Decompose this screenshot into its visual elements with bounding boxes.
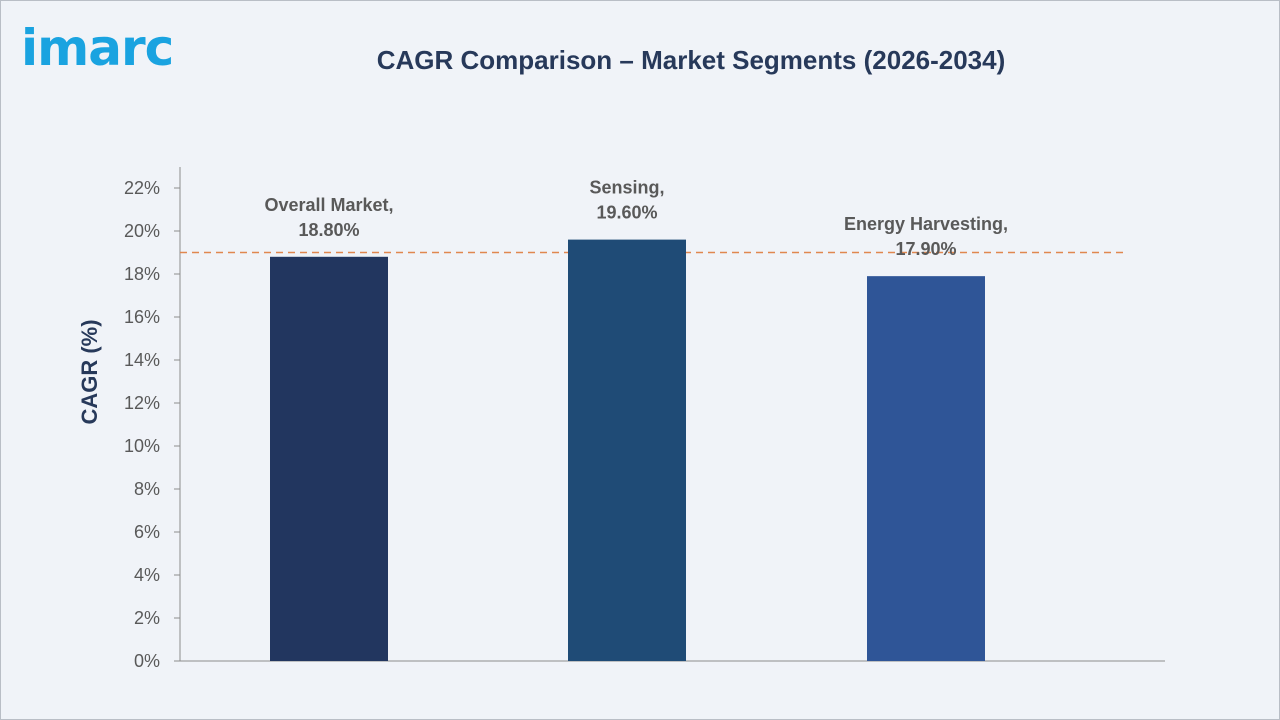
y-tick-label: 10% [124,436,160,456]
bars-group [270,239,985,661]
chart-title: CAGR Comparison – Market Segments (2026-… [376,45,1006,75]
y-tick-label: 4% [134,565,160,585]
data-label: 17.90% [895,239,956,259]
data-label: 19.60% [596,203,657,223]
y-tick-label: 22% [124,178,160,198]
bar-overall-market [270,256,388,661]
data-label: Energy Harvesting, [844,214,1008,234]
y-tick-label: 12% [124,393,160,413]
y-axis-label: CAGR (%) [77,319,102,424]
imarc-logo: imarc [21,19,174,77]
bar-energy-harvesting [867,276,985,661]
y-tick-label: 20% [124,221,160,241]
data-label: 18.80% [298,220,359,240]
bar-sensing [568,239,686,661]
y-tick-label: 2% [134,608,160,628]
y-tick-label: 16% [124,307,160,327]
data-label: Overall Market, [264,195,393,215]
y-tick-label: 6% [134,522,160,542]
data-labels-group: Overall Market, 18.80% Sensing, 19.60% Energ… [264,178,1008,260]
y-tick-label: 14% [124,350,160,370]
y-tick-label: 8% [134,479,160,499]
data-label: Sensing, [589,178,664,198]
chart-axes: 0% 2% 4% 6% 8% 10% 12% 14% 16% 18% 20% 22% [124,167,1165,671]
y-tick-label: 0% [134,651,160,671]
y-tick-label: 18% [124,264,160,284]
